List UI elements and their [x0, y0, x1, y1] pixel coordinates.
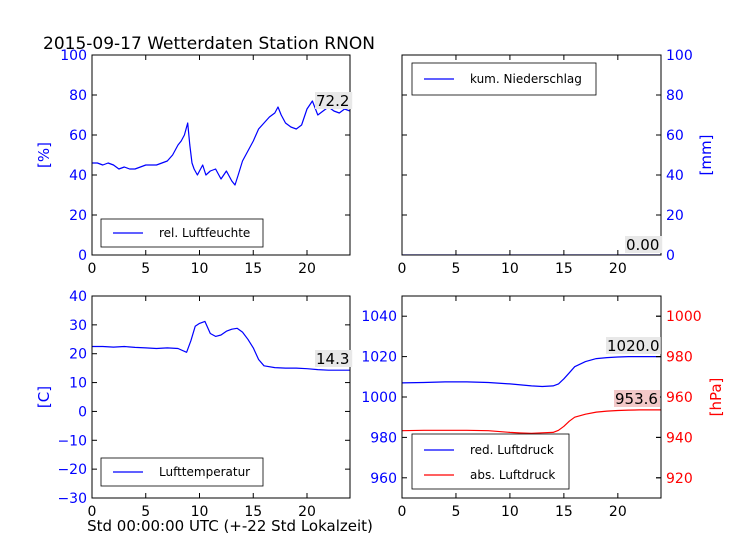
x-tick-label: 15 [555, 504, 573, 520]
y-tick-label: 10 [69, 376, 87, 392]
x-tick-label: 15 [244, 261, 262, 277]
y-tick-label-right: 940 [666, 430, 693, 446]
x-tick-label: 10 [191, 261, 209, 277]
y-tick-label: 20 [69, 347, 87, 363]
y-tick-label-right: 980 [666, 350, 693, 366]
y-tick-label: 80 [666, 88, 684, 104]
y-tick-label: 40 [69, 289, 87, 305]
x-axis-label: Std 00:00:00 UTC (+-22 Std Lokalzeit) [87, 517, 373, 535]
legend-entry: abs. Luftdruck [470, 468, 555, 482]
series-line-abs-luftdruck [402, 409, 661, 434]
x-tick-label: 15 [555, 261, 573, 277]
y-tick-label: 20 [666, 208, 684, 224]
series-line-red-luftdruck [402, 356, 661, 388]
value-label: 953.6 [615, 390, 658, 408]
x-tick-label: 0 [398, 504, 407, 520]
y-tick-label: 0 [78, 248, 87, 264]
y-tick-label: −10 [57, 433, 87, 449]
y-axis-label: [C] [35, 386, 53, 408]
legend-box [411, 433, 570, 490]
y-tick-label: 980 [370, 430, 397, 446]
chart-panel-top-right: 0 5 10 15 20 0 20 40 60 80 100 [mm] 0.00 kum. Nieders… [398, 48, 715, 277]
chart-panel-top-left: 0 5 10 15 20 0 20 40 60 80 100 [%] 72.2 rel. Luftfeuc… [35, 48, 353, 277]
value-label-box [606, 337, 661, 354]
x-tick-label: 0 [398, 261, 407, 277]
y-tick-label-right: 960 [666, 390, 693, 406]
chart-panel-bottom-right: 0 5 10 15 20 960 980 1000 1020 1040 920 940 960 980 10… [361, 295, 725, 520]
y-tick-label: 0 [666, 248, 675, 264]
y-axis-label: [%] [35, 142, 53, 168]
y-tick-label: −20 [57, 462, 87, 478]
y-axis-label-right: [hPa] [707, 378, 725, 417]
chart-panel-bottom-left: 0 5 10 15 20 −30 −20 −10 0 10 20 30 40 [C] 14.3 Lufttem… [35, 289, 353, 520]
y-tick-label: −30 [57, 491, 87, 507]
y-tick-label: 1020 [361, 350, 397, 366]
legend-entry: kum. Niederschlag [470, 72, 582, 86]
y-tick-label: 40 [666, 168, 684, 184]
x-tick-label: 5 [141, 504, 150, 520]
value-label-box [315, 350, 353, 367]
x-tick-label: 10 [191, 504, 209, 520]
series-line-lufttemperatur [92, 320, 350, 371]
series-line-rel-luftfeuchte [92, 100, 350, 186]
y-tick-label-right: 920 [666, 471, 693, 487]
value-label: 1020.0 [607, 337, 660, 355]
y-tick-label: 1040 [361, 309, 397, 325]
x-tick-label: 15 [244, 504, 262, 520]
y-tick-label: 80 [69, 88, 87, 104]
x-tick-label: 10 [501, 504, 519, 520]
x-tick-label: 5 [451, 261, 460, 277]
legend-entry: Lufttemperatur [159, 465, 250, 479]
y-tick-label: 60 [69, 128, 87, 144]
x-tick-label: 20 [298, 504, 316, 520]
y-tick-label: 20 [69, 208, 87, 224]
plot-frame [91, 54, 351, 256]
y-tick-label: 30 [69, 318, 87, 334]
plot-frame [91, 295, 351, 499]
plot-frame [401, 54, 662, 256]
y-tick-label: 100 [666, 48, 693, 64]
y-tick-label: 960 [370, 471, 397, 487]
value-label-box [315, 92, 353, 109]
x-tick-label: 10 [501, 261, 519, 277]
value-label: 0.00 [626, 236, 659, 254]
y-tick-label: 40 [69, 168, 87, 184]
x-tick-label: 20 [609, 261, 627, 277]
y-tick-label-right: 1000 [666, 309, 702, 325]
chart-title: 2015-09-17 Wetterdaten Station RNON [43, 34, 375, 54]
x-tick-label: 0 [88, 504, 97, 520]
legend-entry: red. Luftdruck [470, 443, 554, 457]
y-tick-label: 60 [666, 128, 684, 144]
value-label-box [625, 236, 663, 253]
x-tick-label: 5 [141, 261, 150, 277]
value-label-box [614, 390, 660, 407]
value-label: 14.3 [316, 350, 349, 368]
x-tick-label: 20 [298, 261, 316, 277]
value-label: 72.2 [316, 92, 349, 110]
x-tick-label: 5 [451, 504, 460, 520]
y-tick-label: 100 [60, 48, 87, 64]
y-tick-label: 0 [78, 404, 87, 420]
legend-entry: rel. Luftfeuchte [159, 226, 250, 240]
y-tick-label: 1000 [361, 390, 397, 406]
y-axis-label: [mm] [697, 135, 715, 176]
x-tick-label: 20 [609, 504, 627, 520]
x-tick-label: 0 [88, 261, 97, 277]
